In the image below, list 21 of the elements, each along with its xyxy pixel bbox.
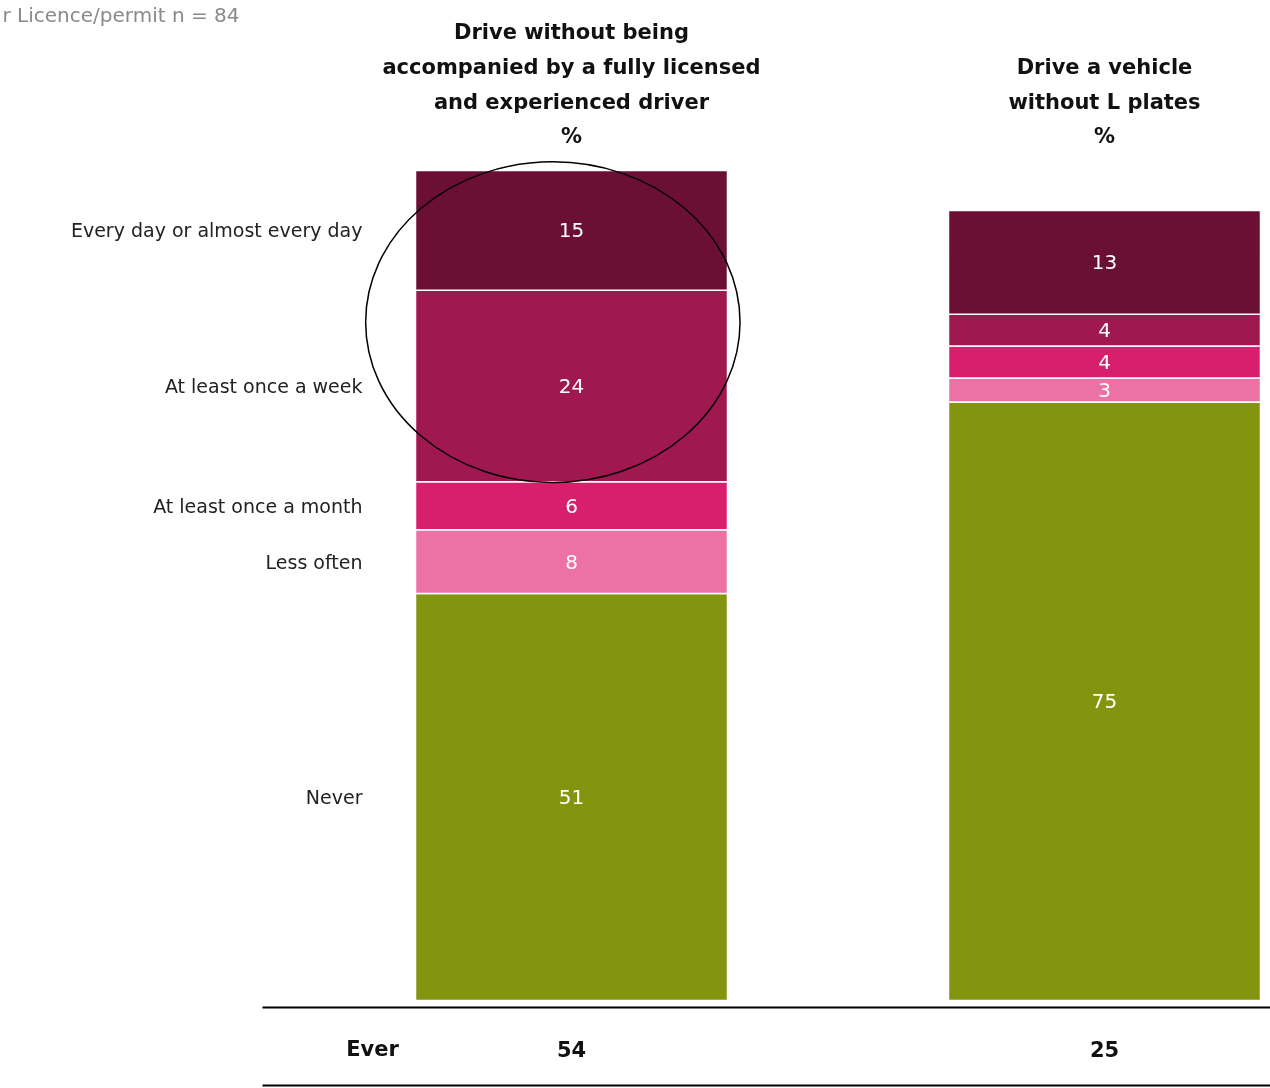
x-tick-label: Drive a vehicle without L plates % bbox=[1008, 54, 1201, 149]
text: At least once a month bbox=[153, 494, 363, 517]
data-label: 51 bbox=[558, 784, 585, 809]
data-label: 75 bbox=[1091, 689, 1118, 714]
text: r Licence/permit n = 84 bbox=[2, 2, 240, 27]
x-tick-label: Drive without being accompanied by a fully licensed and experienced driver % bbox=[382, 20, 761, 149]
data-label: 8 bbox=[565, 549, 578, 574]
data-label: 6 bbox=[565, 493, 578, 518]
data-label: 13 bbox=[1091, 250, 1118, 275]
text: Every day or almost every day bbox=[70, 219, 363, 242]
text: 25 bbox=[1089, 1037, 1120, 1062]
text: Never bbox=[305, 785, 363, 808]
text: Ever bbox=[346, 1036, 400, 1061]
data-label: 15 bbox=[558, 218, 585, 243]
text: Less often bbox=[265, 550, 363, 573]
data-label: 24 bbox=[558, 373, 585, 398]
data-label: 4 bbox=[1098, 350, 1111, 375]
text: 54 bbox=[556, 1037, 587, 1062]
text: At least once a week bbox=[164, 374, 363, 397]
data-label: 4 bbox=[1098, 318, 1111, 343]
data-label: 3 bbox=[1098, 377, 1111, 402]
